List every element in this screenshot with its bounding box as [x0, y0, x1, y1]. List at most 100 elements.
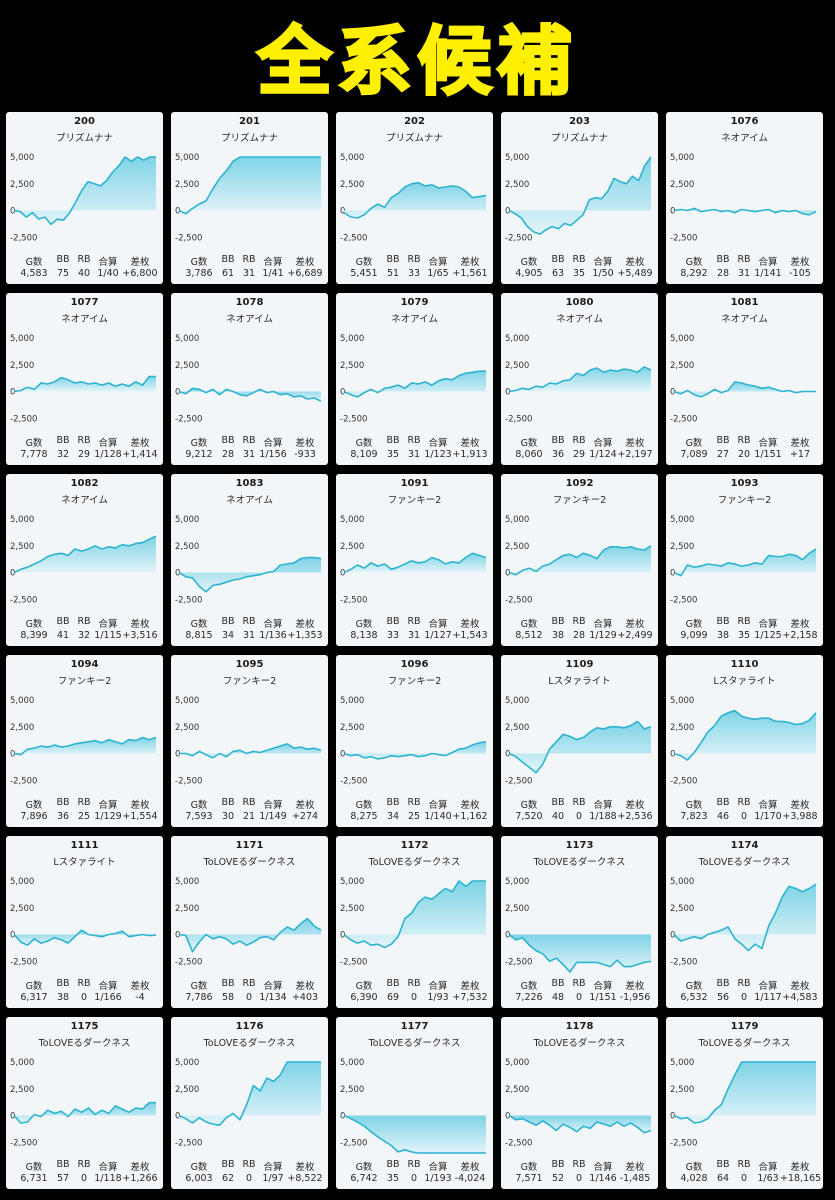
series-area — [344, 1115, 486, 1153]
machine-name: ファンキー2 — [552, 495, 607, 506]
machine-number: 201 — [239, 116, 260, 127]
stat-header: RB — [77, 978, 91, 989]
y-tick-label: 5,000 — [175, 334, 199, 344]
series-area — [179, 157, 321, 214]
stat-value: 1/166 — [94, 992, 122, 1003]
stat-header: BB — [386, 1159, 400, 1170]
series-area — [674, 710, 816, 760]
stat-value: 1/50 — [592, 268, 614, 279]
series-area — [509, 1115, 651, 1133]
stat-value: 1/149 — [259, 811, 287, 822]
y-tick-label: 2,500 — [670, 1085, 694, 1095]
y-tick-label: -2,500 — [670, 776, 697, 786]
medal-graph: 5,000 2,500 0 -2,500 — [670, 696, 817, 786]
series-area — [179, 557, 321, 592]
series-line — [178, 917, 322, 953]
stats-table: G数 4,028 BB 64 RB 0 合算 1/63 差枚 +18,165 — [666, 1159, 823, 1187]
medal-graph: 5,000 2,500 0 -2,500 — [670, 1058, 816, 1148]
stat-value: 75 — [56, 268, 70, 279]
stat-value: 8,815 — [185, 630, 213, 641]
stat-value: +6,689 — [287, 268, 323, 279]
stat-header: BB — [551, 254, 565, 265]
slot-chart-card: 1092 ファンキー2 5,000 2,500 0 -2,500 G数 8,512 BB 38 RB… — [501, 474, 658, 646]
machine-number: 200 — [74, 116, 95, 127]
stat-header: G数 — [25, 800, 43, 811]
medal-graph: 5,000 2,500 0 -2,500 — [340, 334, 486, 424]
y-tick-label: 0 — [175, 750, 180, 760]
medal-graph: 5,000 2,500 0 -2,500 — [670, 334, 816, 424]
y-tick-label: -2,500 — [505, 776, 532, 786]
stat-value: 62 — [221, 1173, 235, 1184]
stats-table: G数 7,089 BB 27 RB 20 合算 1/151 差枚 +17 — [666, 435, 823, 463]
stat-value: 6,317 — [20, 992, 48, 1003]
stat-value: 1/188 — [589, 811, 617, 822]
stats-table: G数 6,003 BB 62 RB 0 合算 1/97 差枚 +8,522 — [171, 1159, 328, 1187]
stat-value: 0 — [740, 811, 748, 822]
stat-value: +5,489 — [617, 268, 653, 279]
y-tick-label: 5,000 — [175, 153, 199, 163]
stat-value: 21 — [242, 811, 256, 822]
stat-header: 差枚 — [460, 619, 480, 630]
stat-value: 28 — [572, 630, 586, 641]
series-line — [508, 156, 652, 235]
stat-header: BB — [221, 1159, 235, 1170]
stat-header: BB — [221, 435, 235, 446]
stat-value: 7,226 — [515, 992, 543, 1003]
y-tick-label: -2,500 — [505, 595, 532, 605]
stat-header: G数 — [190, 800, 208, 811]
stat-header: RB — [572, 254, 586, 265]
stat-header: BB — [716, 797, 730, 808]
stat-header: 合算 — [593, 257, 613, 268]
stat-header: 合算 — [428, 1162, 448, 1173]
stat-value: 0 — [740, 992, 748, 1003]
series-area — [509, 366, 651, 392]
slot-chart-card: 1176 ToLOVEるダークネス 5,000 2,500 0 -2,500 G数 6,003… — [171, 1017, 328, 1189]
stat-header: 差枚 — [130, 981, 150, 992]
y-tick-label: 2,500 — [670, 723, 694, 733]
y-tick-label: -2,500 — [340, 414, 367, 424]
stat-value: 35 — [386, 1173, 400, 1184]
stats-table: G数 8,815 BB 34 RB 31 合算 1/136 差枚 +1,353 — [171, 616, 328, 644]
series-area — [344, 741, 486, 759]
stat-value: 6,532 — [680, 992, 708, 1003]
stat-header: 合算 — [263, 257, 283, 268]
stat-header: 差枚 — [130, 800, 150, 811]
machine-number: 1076 — [730, 116, 759, 127]
stat-value: +1,414 — [122, 449, 158, 460]
stat-header: 差枚 — [625, 1162, 645, 1173]
stat-value: -1,956 — [619, 992, 651, 1003]
y-tick-label: 5,000 — [340, 515, 364, 525]
stat-header: RB — [572, 978, 586, 989]
stat-value: 8,060 — [515, 449, 543, 460]
stat-header: G数 — [685, 257, 703, 268]
y-tick-label: -2,500 — [10, 233, 37, 243]
y-tick-label: -2,500 — [670, 233, 697, 243]
stat-value: 4,905 — [515, 268, 543, 279]
stat-header: 差枚 — [295, 800, 315, 811]
stat-header: G数 — [25, 1162, 43, 1173]
slot-chart-card: 1093 ファンキー2 5,000 2,500 0 -2,500 G数 9,099 BB 38 RB… — [666, 474, 823, 646]
stat-value: 0 — [575, 811, 583, 822]
y-tick-label: 2,500 — [505, 180, 529, 190]
stat-header: RB — [242, 435, 256, 446]
stat-value: +1,913 — [452, 449, 488, 460]
medal-graph: 5,000 2,500 0 -2,500 — [505, 334, 652, 424]
machine-number: 1092 — [565, 478, 594, 489]
stat-value: 28 — [221, 449, 235, 460]
medal-graph: 5,000 2,500 0 -2,500 — [340, 1058, 486, 1154]
stat-header: 合算 — [428, 619, 448, 630]
stat-value: 36 — [56, 811, 70, 822]
machine-number: 1177 — [400, 1021, 429, 1032]
stat-value: 1/141 — [754, 268, 782, 279]
stat-value: 31 — [407, 449, 421, 460]
stat-value: +4,583 — [782, 992, 818, 1003]
stat-header: 合算 — [263, 1162, 283, 1173]
y-tick-label: -2,500 — [175, 233, 202, 243]
stat-value: 1/117 — [754, 992, 782, 1003]
machine-name: ToLOVEるダークネス — [368, 1038, 461, 1049]
series-line — [13, 375, 156, 393]
stat-header: 合算 — [98, 438, 118, 449]
slot-chart-card: 202 プリズムナナ 5,000 2,500 0 -2,500 G数 5,451 BB 51 RB 3… — [336, 112, 493, 284]
stat-header: RB — [572, 1159, 586, 1170]
stat-header: 差枚 — [625, 438, 645, 449]
